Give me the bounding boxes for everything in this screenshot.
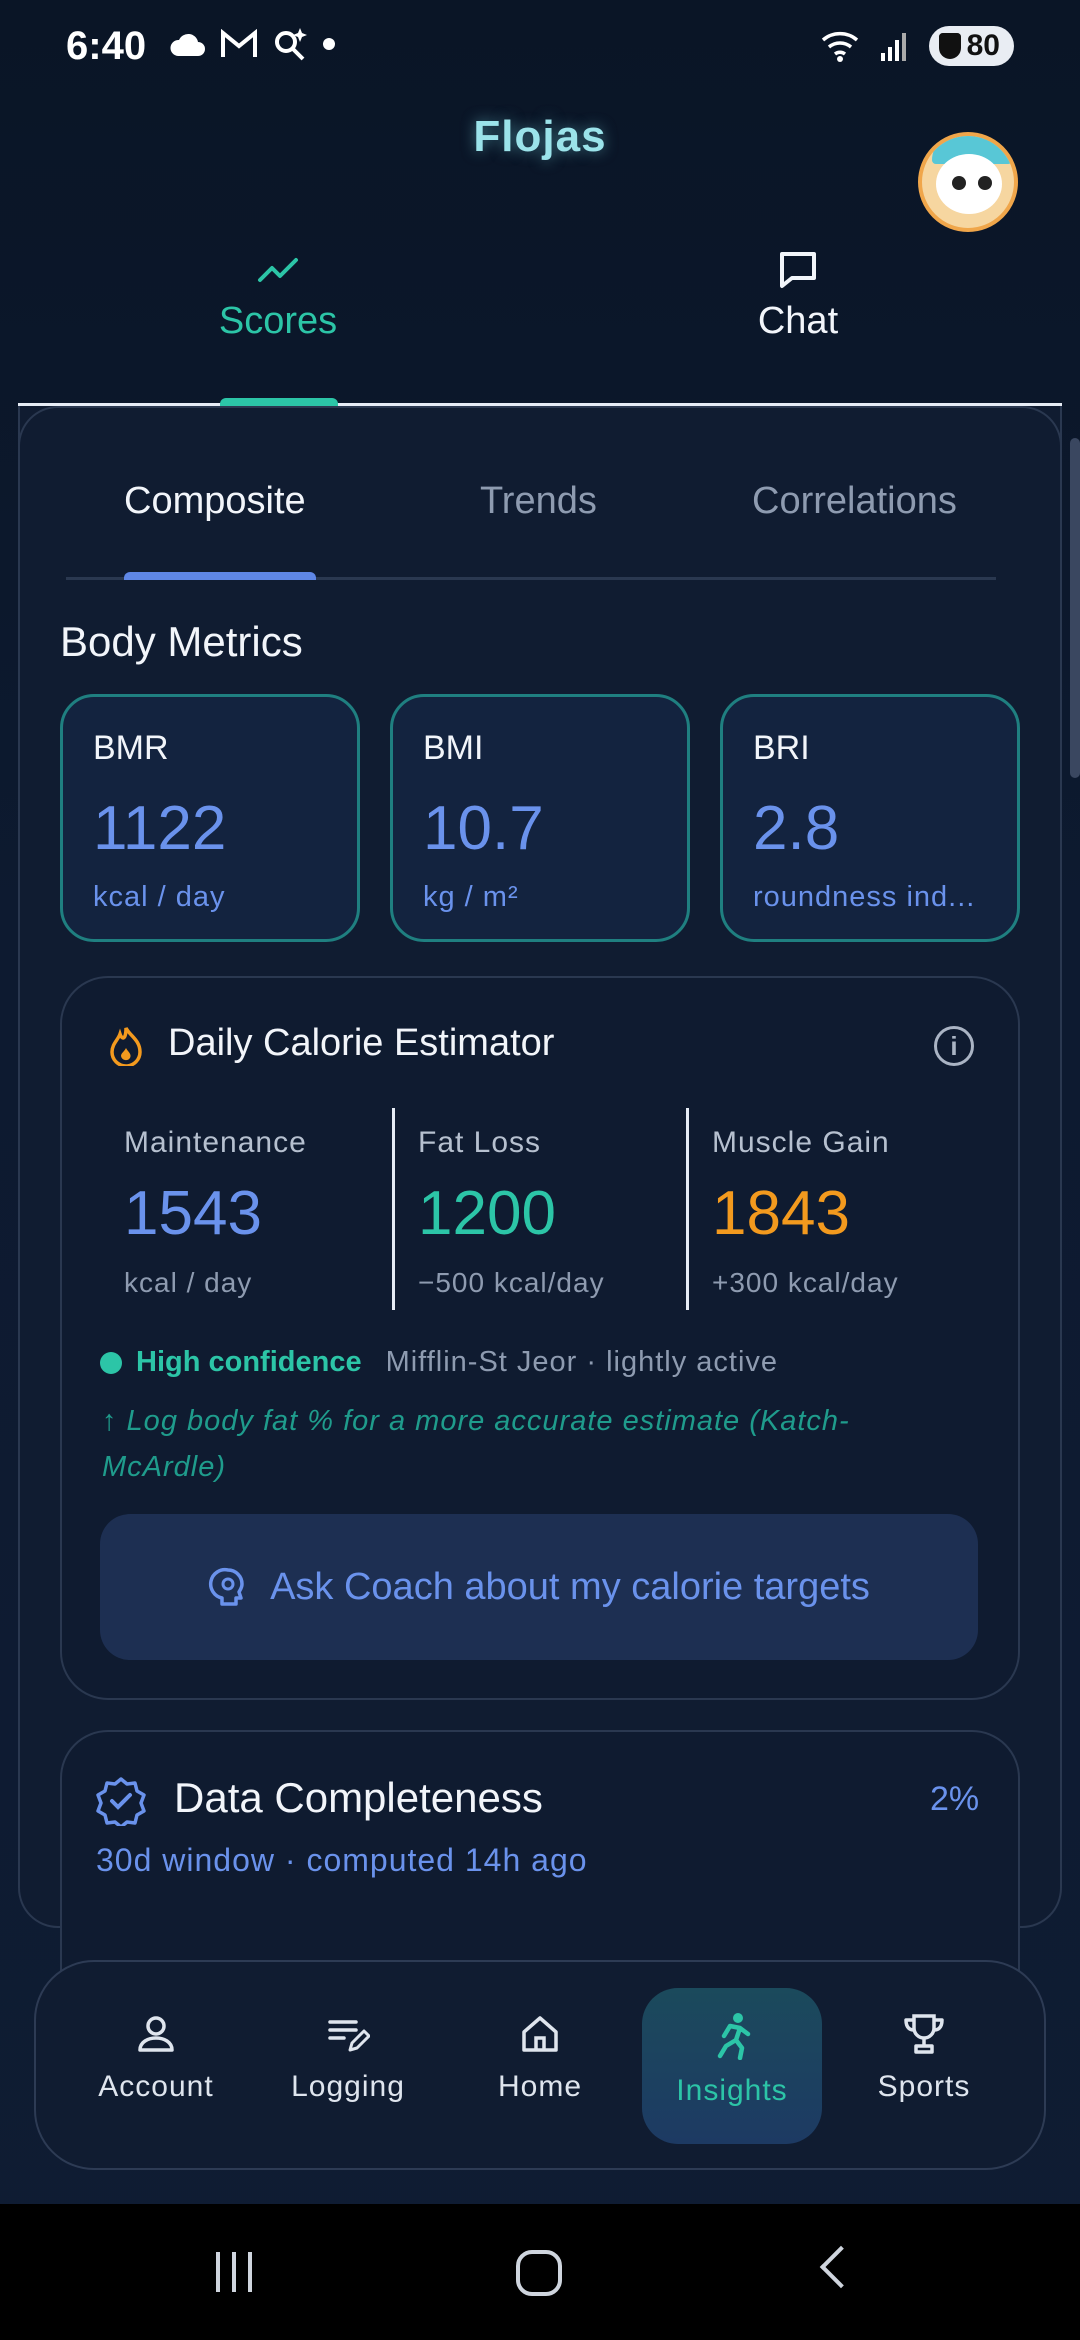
nav-home[interactable]: Home [450,1988,630,2144]
calorie-col-sub: −500 kcal/day [418,1267,605,1298]
accuracy-hint: ↑ Log body fat % for a more accurate est… [102,1405,850,1483]
nav-insights[interactable]: Insights [642,1988,822,2144]
confidence-label: High confidence [136,1346,362,1378]
verified-badge-icon [96,1777,146,1826]
home-icon [522,2016,558,2052]
top-tab-bar: Scores Chat [18,230,1062,406]
calorie-estimator-title: Daily Calorie Estimator [168,1022,555,1064]
calorie-col-value: 1200 [418,1179,556,1248]
nav-sports-label: Sports [877,2070,971,2103]
calorie-col-sub: +300 kcal/day [712,1267,899,1298]
system-navigation-bar [0,2204,1080,2340]
subtab-correlations[interactable]: Correlations [752,480,957,522]
battery-icon [938,33,961,59]
battery-level: 80 [966,29,1000,62]
body-metrics-title: Body Metrics [60,618,303,665]
system-home-button[interactable] [516,2250,562,2296]
tab-chat-label: Chat [757,300,839,342]
calorie-col-maintenance: Maintenance 1543 kcal / day [124,1126,307,1299]
data-completeness-title: Data Completeness [174,1774,543,1821]
confidence-dot-icon [100,1351,122,1374]
tab-scores-label: Scores [218,300,338,342]
status-notification-icons [168,26,336,62]
nav-home-label: Home [497,2070,583,2103]
metric-unit: kcal / day [93,881,226,913]
gmail-icon [221,29,257,57]
battery-indicator: 80 [928,26,1014,66]
bottom-nav-bar [34,1960,1046,2170]
metric-card-bmi[interactable]: BMI 10.7 kg / m² [390,694,690,942]
flame-icon [110,1027,142,1066]
status-time: 6:40 [66,24,147,68]
recents-button[interactable] [216,2252,252,2292]
metric-name: BRI [753,729,810,767]
calorie-col-fat-loss: Fat Loss 1200 −500 kcal/day [418,1126,605,1299]
metric-card-bmr[interactable]: BMR 1122 kcal / day [60,694,360,942]
wifi-icon [821,32,858,62]
data-completeness-subtitle: 30d window · computed 14h ago [96,1842,588,1878]
subtab-indicator [124,572,316,580]
calorie-col-label: Maintenance [124,1126,307,1159]
nav-insights-label: Insights [676,2074,788,2107]
data-completeness-percent: 2% [930,1780,980,1818]
trophy-icon [904,2014,944,2054]
cloud-icon [170,33,205,56]
estimation-method: Mifflin-St Jeor · lightly active [385,1346,779,1378]
nav-logging-label: Logging [291,2070,405,2103]
column-divider [392,1108,395,1310]
calorie-col-label: Muscle Gain [712,1126,890,1159]
calorie-col-value: 1543 [124,1179,262,1248]
metric-name: BMR [93,729,169,767]
trend-line-icon [258,258,298,282]
subtab-composite[interactable]: Composite [124,480,306,522]
dot-icon [323,38,335,50]
confidence-row: High confidence Mifflin-St Jeor · lightl… [100,1346,778,1379]
status-system-icons: 80 [821,26,1014,66]
ask-coach-label: Ask Coach about my calorie targets [270,1565,870,1608]
nav-sports[interactable]: Sports [834,1988,1014,2144]
subtab-trends[interactable]: Trends [480,480,597,522]
metric-value: 1122 [93,794,227,863]
metric-card-bri[interactable]: BRI 2.8 roundness ind... [720,694,1020,942]
sub-tab-bar: Composite Trends Correlations [66,440,996,580]
nav-account[interactable]: Account [66,1988,246,2144]
tab-scores[interactable]: Scores [18,230,538,406]
signal-icon [880,33,906,61]
scrollbar[interactable] [1070,438,1080,778]
mascot-avatar[interactable] [918,132,1018,232]
chat-bubble-icon [780,252,816,288]
calorie-col-label: Fat Loss [418,1126,542,1159]
status-bar: 6:40 80 [0,0,1080,96]
running-person-icon [717,2013,751,2060]
info-icon[interactable]: i [934,1026,974,1066]
column-divider [686,1108,689,1310]
coach-head-icon [209,1567,244,1606]
calorie-col-value: 1843 [712,1179,850,1248]
metric-name: BMI [423,729,484,767]
metric-unit: roundness ind... [753,881,976,913]
calorie-col-sub: kcal / day [124,1267,253,1298]
nav-account-label: Account [98,2070,214,2103]
metric-value: 10.7 [423,794,544,863]
edit-list-icon [328,2020,370,2052]
nav-logging[interactable]: Logging [258,1988,438,2144]
calorie-col-muscle-gain: Muscle Gain 1843 +300 kcal/day [712,1126,899,1299]
metric-unit: kg / m² [423,881,519,913]
search-sparkle-icon [275,28,307,61]
tab-chat[interactable]: Chat [538,230,1058,406]
metric-value: 2.8 [753,794,840,863]
person-icon [138,2016,174,2052]
ask-coach-button[interactable]: Ask Coach about my calorie targets [100,1514,978,1660]
active-tab-indicator [220,398,338,406]
app-title: Flojas [473,112,607,161]
